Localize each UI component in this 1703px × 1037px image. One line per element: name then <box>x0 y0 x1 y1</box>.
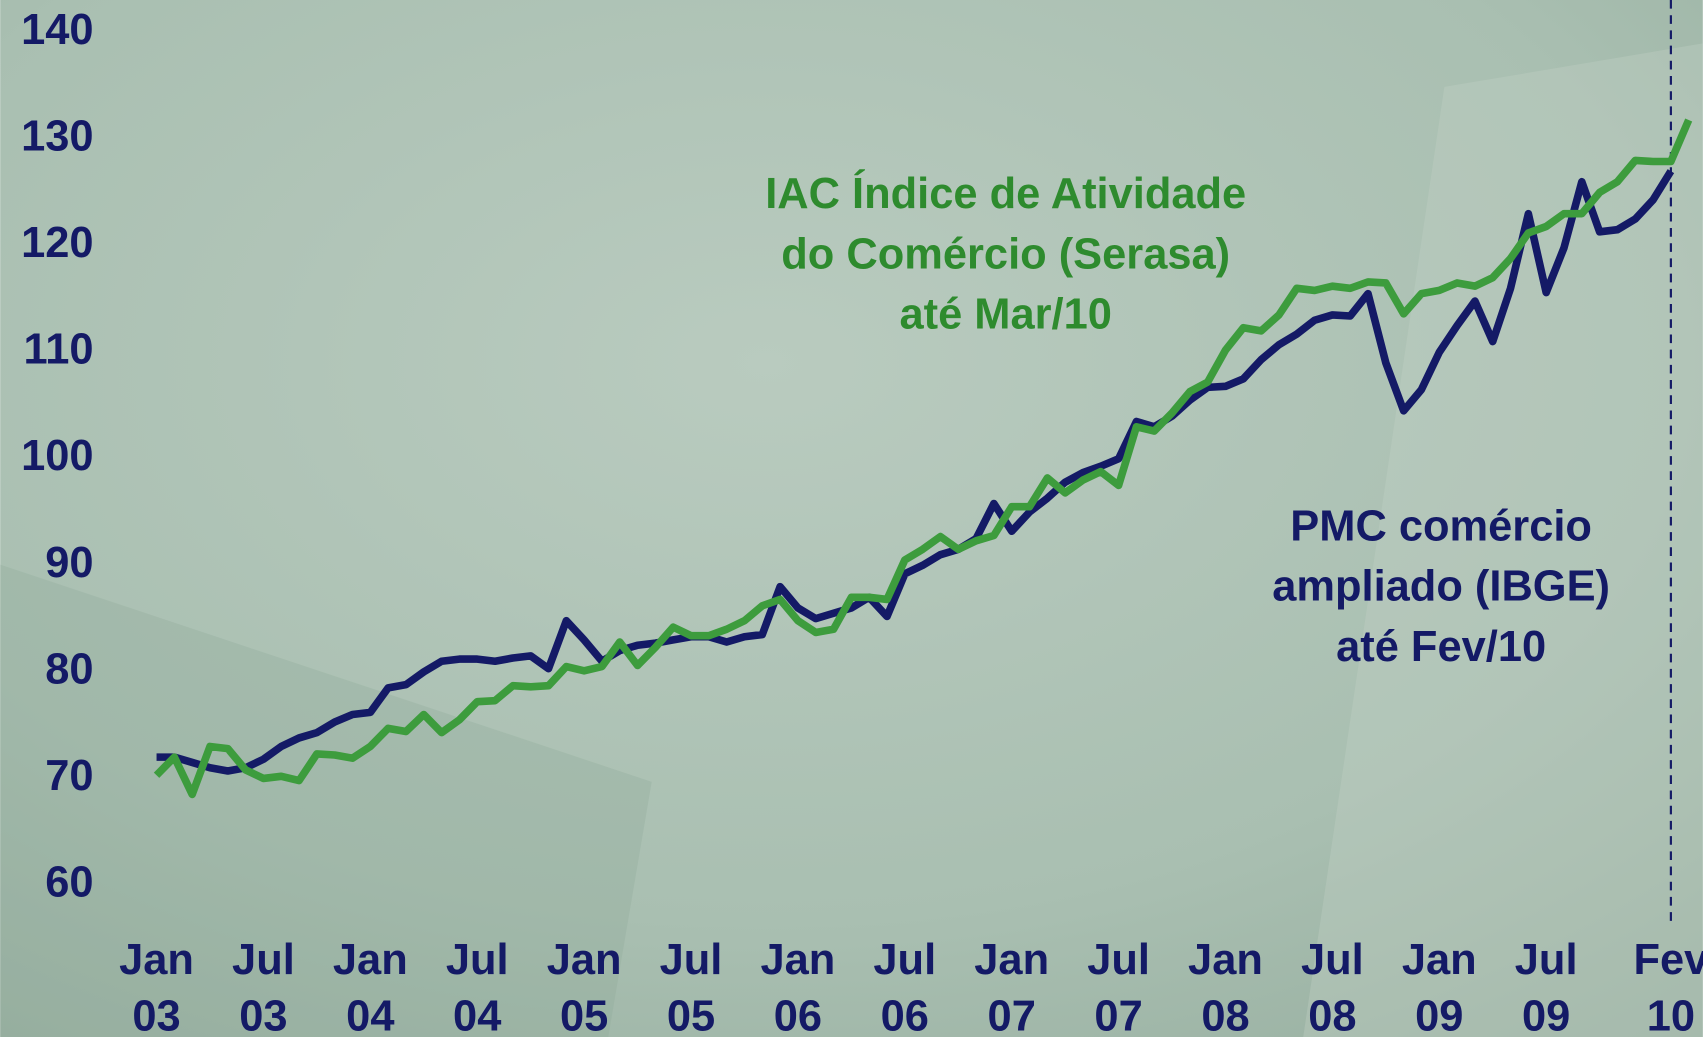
x-tick-label: Fev 10 <box>1633 932 1703 1037</box>
y-tick-label: 140 <box>21 6 93 54</box>
x-tick-label: Jan 08 <box>1188 932 1263 1037</box>
annotation: PMC comércio <box>1290 502 1592 550</box>
annotation: IAC Índice de Atividade <box>765 170 1246 218</box>
annotation: ampliado (IBGE) <box>1272 563 1610 611</box>
x-tick-label: Jul 05 <box>660 932 723 1037</box>
x-tick-label: Jul 04 <box>446 932 509 1037</box>
x-tick-label: Jan 03 <box>119 932 194 1037</box>
x-tick-label: Jan 05 <box>547 932 622 1037</box>
y-tick-label: 110 <box>24 326 94 374</box>
y-tick-label: 70 <box>45 752 93 800</box>
x-tick-label: Jul 09 <box>1515 932 1578 1037</box>
y-tick-label: 90 <box>45 539 93 587</box>
y-tick-label: 120 <box>21 219 93 267</box>
x-tick-label: Jan 09 <box>1402 932 1477 1037</box>
x-tick-label: Jul 07 <box>1087 932 1150 1037</box>
annotation: até Fev/10 <box>1336 623 1546 671</box>
x-tick-label: Jan 07 <box>974 932 1049 1037</box>
x-tick-label-box: Fev 10 <box>1595 932 1703 1037</box>
x-tick-label: Jan 06 <box>760 932 835 1037</box>
annotation: do Comércio (Serasa) <box>781 230 1230 278</box>
page: 60 70 80 90 100 110 120 130 140 Jan 03 Jul 03 Jan 0… <box>0 0 1703 1037</box>
y-tick-label: 60 <box>45 858 93 906</box>
x-tick-label: Jul 03 <box>232 932 295 1037</box>
y-tick-label: 130 <box>21 113 93 161</box>
x-tick-label: Jul 06 <box>873 932 936 1037</box>
y-tick-label: 80 <box>45 645 93 693</box>
x-tick-label: Jan 04 <box>333 932 408 1037</box>
x-tick-label: Jul 08 <box>1301 932 1364 1037</box>
y-tick-label: 100 <box>21 432 93 480</box>
chart: 60 70 80 90 100 110 120 130 140 Jan 03 Jul 03 Jan 0… <box>0 0 1703 1037</box>
annotation: até Mar/10 <box>899 291 1111 339</box>
